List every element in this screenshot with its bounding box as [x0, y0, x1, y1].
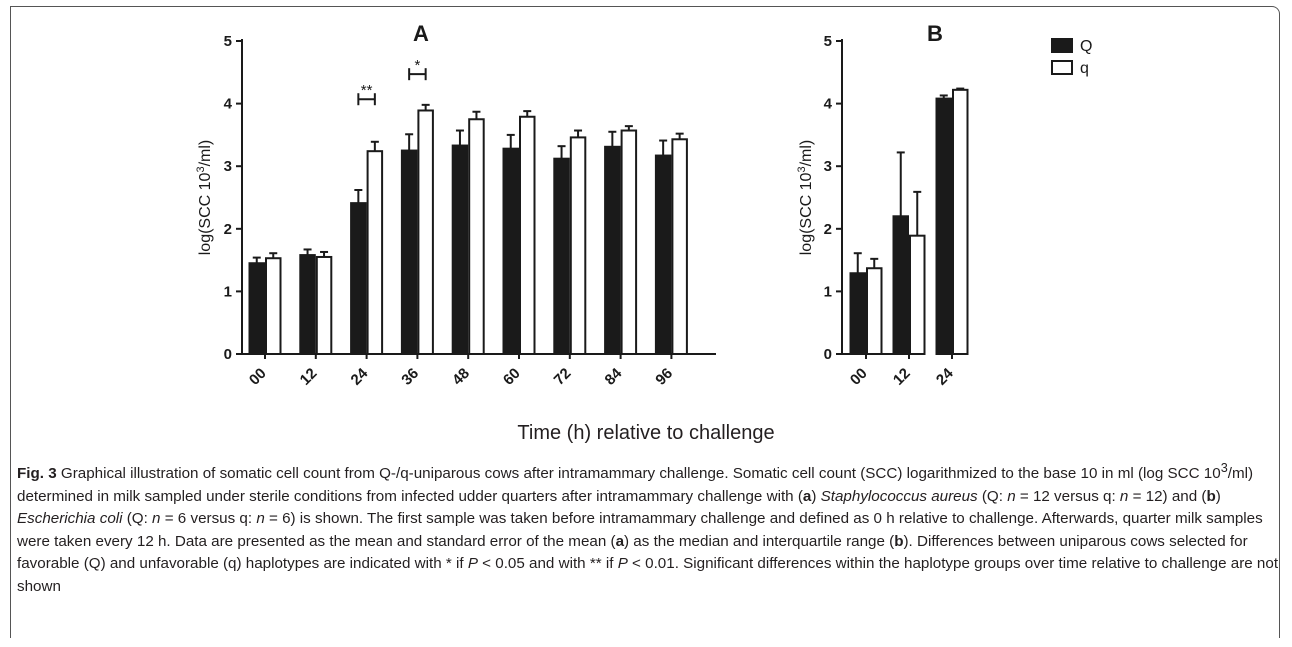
bar-Q-96: [654, 154, 672, 355]
x-tick-label: 12: [297, 365, 321, 389]
caption-text: < 0.05 and with ** if: [477, 555, 618, 573]
caption-text: ) as the median and interquartile range …: [624, 532, 895, 550]
bar-Q-00: [248, 262, 265, 356]
y-tick-label: 3: [224, 158, 232, 175]
shared-x-axis-label: Time (h) relative to challenge: [517, 422, 775, 444]
caption-text: (Q:: [122, 510, 153, 528]
panel-title: A: [413, 21, 429, 46]
bar-q-00: [265, 257, 282, 355]
panel-title: B: [927, 21, 943, 46]
caption-organism: Escherichia coli: [17, 510, 123, 528]
x-tick-label: 00: [246, 365, 270, 389]
y-tick-label: 2: [224, 221, 232, 238]
significance-label: **: [361, 82, 373, 99]
caption-n: n: [256, 510, 265, 528]
caption-text: = 12 versus q:: [1015, 487, 1120, 505]
bar-q-84: [620, 129, 638, 355]
caption-text: Graphical illustration of somatic cell c…: [56, 465, 1221, 483]
y-tick-label: 1: [824, 283, 832, 300]
figure-frame: [10, 6, 1280, 638]
y-axis-label: log(SCC 103/ml): [796, 140, 815, 255]
x-tick-label: 36: [398, 365, 422, 389]
y-axis-label: log(SCC 103/ml): [195, 140, 214, 255]
bar-q-12: [909, 234, 926, 356]
caption-panel-ref: b: [1206, 487, 1216, 505]
x-tick-label: 48: [449, 365, 473, 389]
figure-caption: Fig. 3 Graphical illustration of somatic…: [17, 457, 1279, 599]
y-tick-label: 0: [224, 346, 232, 363]
x-tick-label: 84: [602, 364, 626, 388]
bar-q-60: [519, 115, 536, 355]
bar-Q-12: [299, 254, 316, 355]
caption-n: n: [1007, 487, 1016, 505]
caption-text: (Q:: [977, 487, 1008, 505]
x-tick-label: 12: [890, 365, 914, 389]
bar-q-96: [671, 138, 688, 355]
caption-text: ). Differences between uniparous cows se…: [17, 532, 1248, 573]
x-tick-label: 72: [551, 365, 575, 389]
y-tick-label: 1: [224, 283, 232, 300]
bar-Q-84: [604, 145, 621, 355]
caption-sup: 3: [1220, 461, 1228, 475]
caption-text: = 6) is shown. The first sample was take…: [17, 510, 1263, 550]
caption-p: P: [617, 555, 628, 573]
bar-Q-00: [849, 272, 866, 355]
bar-Q-48: [451, 144, 469, 355]
legend-label-Q: Q: [1080, 38, 1092, 55]
y-tick-label: 4: [824, 96, 833, 113]
x-tick-label: 24: [348, 364, 372, 388]
caption-fig-label: Fig. 3: [17, 465, 57, 483]
caption-n: n: [152, 510, 161, 528]
x-tick-label: 96: [652, 365, 676, 389]
caption-text: ): [1215, 487, 1221, 505]
caption-panel-ref: a: [802, 487, 812, 505]
bar-q-36: [417, 109, 434, 356]
bar-q-24: [952, 88, 969, 355]
x-tick-label: 60: [500, 365, 524, 389]
bar-Q-60: [502, 147, 519, 355]
x-tick-label: 24: [933, 364, 957, 388]
y-tick-label: 4: [224, 96, 233, 113]
caption-organism: Staphylococcus aureus: [820, 487, 978, 505]
legend-label-q: q: [1080, 60, 1089, 77]
bar-q-12: [315, 255, 333, 355]
caption-panel-ref: a: [615, 532, 625, 550]
bar-Q-72: [553, 157, 570, 355]
y-tick-label: 3: [824, 158, 832, 175]
caption-text: /ml) determined in milk sampled under st…: [17, 465, 1254, 505]
caption-n: n: [1119, 487, 1129, 505]
y-tick-label: 0: [824, 346, 832, 363]
legend-swatch-q: [1051, 60, 1073, 75]
caption-text: ): [811, 487, 821, 505]
bar-Q-36: [400, 149, 418, 355]
bar-q-48: [468, 118, 485, 355]
bar-q-00: [866, 267, 883, 356]
legend-swatch-Q: [1051, 38, 1073, 53]
bar-Q-24: [350, 202, 367, 355]
bar-Q-12: [892, 215, 909, 355]
y-tick-label: 5: [224, 33, 232, 50]
caption-panel-ref: b: [894, 532, 904, 550]
y-tick-label: 2: [824, 221, 832, 238]
caption-text: < 0.01. Significant differences within t…: [17, 555, 1279, 596]
bar-q-24: [366, 150, 384, 355]
caption-p: P: [467, 555, 478, 573]
bar-q-72: [569, 136, 587, 355]
x-tick-label: 00: [847, 365, 871, 389]
caption-text: = 12) and (: [1128, 487, 1207, 505]
caption-text: = 6 versus q:: [160, 510, 257, 528]
y-tick-label: 5: [824, 33, 832, 50]
bar-Q-24: [935, 97, 952, 356]
significance-label: *: [414, 57, 420, 74]
